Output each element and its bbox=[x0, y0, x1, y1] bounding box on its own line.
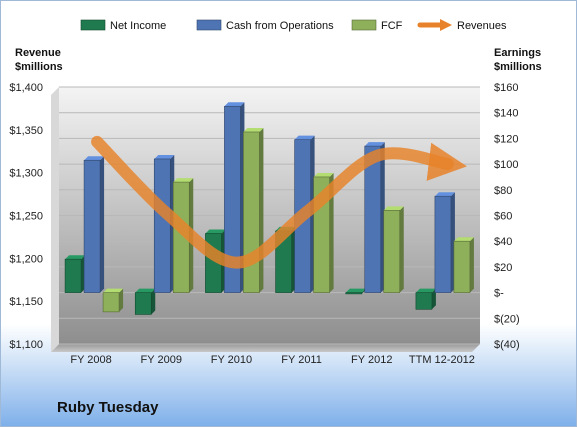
left-tick-label: $1,200 bbox=[9, 253, 43, 265]
right-tick-label: $40 bbox=[494, 236, 512, 248]
plot-side-wall bbox=[51, 87, 59, 352]
revenue-line bbox=[91, 135, 467, 269]
x-axis-labels: FY 2008 FY 2009 FY 2010 FY 2011 FY 2012 TTM 1… bbox=[70, 354, 475, 366]
left-axis-ticks: $1,100 $1,150 $1,200 $1,250 $1,300 $1,350 $1,4… bbox=[9, 82, 43, 351]
legend-revenues: Revenues bbox=[417, 19, 507, 32]
bar-cash-from-operations-0 bbox=[83, 156, 105, 293]
right-axis-ticks: $(40) $(20) $- $20 $40 $60 $80 $100 $120 $140 $160 bbox=[494, 82, 520, 351]
right-tick-label: $140 bbox=[494, 108, 518, 120]
svg-text:Cash from Operations: Cash from Operations bbox=[226, 20, 334, 32]
category-label: FY 2008 bbox=[70, 354, 111, 366]
plot-floor bbox=[51, 344, 480, 352]
left-axis-title: Revenue $millions bbox=[15, 47, 63, 73]
bar-fcf-2 bbox=[243, 127, 264, 293]
revenues-series-line bbox=[91, 135, 467, 269]
legend-net-income: Net Income bbox=[80, 19, 166, 32]
left-tick-label: $1,100 bbox=[9, 339, 43, 351]
bar-net-income-0 bbox=[64, 255, 86, 293]
legend: Net Income Cash from Operations FCF Revenue… bbox=[80, 19, 507, 32]
left-tick-label: $1,300 bbox=[9, 168, 43, 180]
category-label: TTM 12-2012 bbox=[409, 354, 475, 366]
right-tick-label: $80 bbox=[494, 185, 512, 197]
bar-fcf-0 bbox=[102, 288, 124, 313]
bar-cash-from-operations-4 bbox=[364, 142, 385, 293]
left-tick-label: $1,400 bbox=[9, 82, 43, 94]
right-tick-label: $- bbox=[494, 288, 504, 300]
right-tick-label: $(20) bbox=[494, 313, 520, 325]
right-axis-title: Earnings $millions bbox=[494, 47, 542, 73]
bar-fcf-5 bbox=[453, 237, 474, 293]
svg-text:Revenues: Revenues bbox=[457, 20, 507, 32]
gridlines bbox=[59, 86, 480, 345]
bar-cash-from-operations-5 bbox=[434, 192, 455, 293]
left-tick-label: $1,350 bbox=[9, 125, 43, 137]
bar-net-income-5 bbox=[415, 288, 436, 310]
bar-fcf-4 bbox=[383, 206, 404, 293]
legend-cash-from-operations: Cash from Operations bbox=[196, 19, 334, 32]
category-label: FY 2009 bbox=[141, 354, 182, 366]
category-label: FY 2012 bbox=[351, 354, 392, 366]
right-tick-label: $120 bbox=[494, 133, 518, 145]
right-tick-label: $160 bbox=[494, 82, 518, 94]
legend-fcf: FCF bbox=[351, 19, 403, 32]
company-name: Ruby Tuesday bbox=[57, 399, 159, 416]
right-tick-label: $100 bbox=[494, 159, 518, 171]
right-tick-label: $60 bbox=[494, 211, 512, 223]
svg-text:Net Income: Net Income bbox=[110, 20, 166, 32]
category-label: FY 2010 bbox=[211, 354, 252, 366]
bar-net-income-1 bbox=[134, 288, 156, 315]
left-tick-label: $1,250 bbox=[9, 211, 43, 223]
category-label: FY 2011 bbox=[281, 354, 322, 366]
plot-background bbox=[51, 87, 480, 352]
left-tick-label: $1,150 bbox=[9, 296, 43, 308]
svg-text:FCF: FCF bbox=[381, 20, 403, 32]
right-tick-label: $20 bbox=[494, 262, 512, 274]
right-tick-label: $(40) bbox=[494, 339, 520, 351]
